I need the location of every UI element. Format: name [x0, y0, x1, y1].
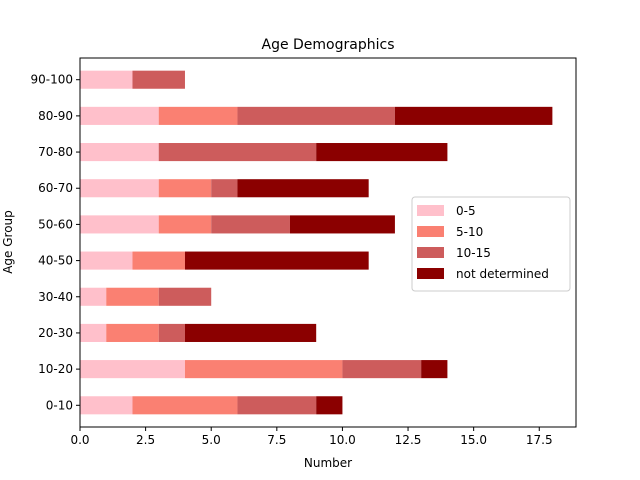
bar-50-60-series-0 [80, 215, 159, 234]
y-tick-label: 20-30 [38, 326, 73, 340]
y-tick-label: 40-50 [38, 254, 73, 268]
x-tick-label: 15.0 [460, 433, 487, 447]
x-tick-label: 7.5 [267, 433, 286, 447]
bar-60-70-series-1 [158, 179, 212, 198]
legend-swatch [417, 247, 444, 258]
bar-0-10-series-3 [316, 396, 343, 415]
bar-60-70-series-2 [211, 179, 238, 198]
plot-frame [79, 57, 577, 428]
bar-20-30-series-1 [106, 323, 159, 342]
x-tick-label: 2.5 [136, 433, 155, 447]
bar-40-50-series-0 [80, 251, 133, 270]
legend-swatch [417, 268, 444, 279]
bar-50-60-series-1 [158, 215, 212, 234]
bar-80-90-series-2 [237, 106, 395, 125]
x-tick-label: 5.0 [202, 433, 221, 447]
legend: 0-5 5-10 10-15 not determined [411, 196, 571, 292]
bar-80-90-series-3 [394, 106, 553, 125]
y-tick-label: 30-40 [38, 290, 73, 304]
y-tick-label: 70-80 [38, 145, 73, 159]
bar-60-70-series-0 [80, 179, 159, 198]
bar-70-80-series-0 [80, 143, 159, 162]
x-axis-label: Number [304, 456, 352, 470]
legend-label: 10-15 [456, 246, 491, 260]
bar-70-80-series-3 [316, 143, 448, 162]
x-tick-label: 17.5 [526, 433, 553, 447]
x-tick-label: 10.0 [329, 433, 356, 447]
bar-0-10-series-0 [80, 396, 133, 415]
y-tick-label: 90-100 [30, 73, 73, 87]
y-tick-label: 60-70 [38, 181, 73, 195]
bar-50-60-series-2 [211, 215, 290, 234]
legend-label: 0-5 [456, 204, 476, 218]
bar-80-90-series-1 [158, 106, 238, 125]
y-tick-label: 10-20 [38, 362, 73, 376]
bar-20-30-series-2 [158, 323, 185, 342]
y-axis-label: Age Group [1, 210, 15, 274]
bar-10-20-series-3 [421, 360, 448, 379]
legend-label: 5-10 [456, 225, 483, 239]
y-tick-label: 0-10 [46, 398, 73, 412]
bar-20-30-series-0 [80, 323, 107, 342]
bar-60-70-series-3 [237, 179, 369, 198]
bar-30-40-series-2 [158, 287, 212, 306]
bar-10-20-series-0 [80, 360, 185, 379]
bar-40-50-series-1 [132, 251, 185, 270]
legend-frame [411, 196, 571, 292]
y-axis: 0-10 10-20 20-30 30-40 40-50 50-60 60-70 70-80 8… [30, 73, 80, 412]
bars-layer [80, 70, 553, 415]
bar-0-10-series-1 [132, 396, 238, 415]
bar-10-20-series-1 [184, 360, 343, 379]
bar-20-30-series-3 [184, 323, 317, 342]
legend-label: not determined [456, 267, 549, 281]
bar-30-40-series-0 [80, 287, 107, 306]
bar-10-20-series-2 [342, 360, 422, 379]
bar-80-90-series-0 [80, 106, 159, 125]
legend-swatch [417, 205, 444, 216]
bar-90-100-series-2 [132, 70, 185, 89]
bar-90-100-series-0 [80, 70, 133, 89]
chart-title: Age Demographics [262, 37, 395, 53]
legend-swatch [417, 226, 444, 237]
x-tick-label: 12.5 [395, 433, 422, 447]
bar-0-10-series-2 [237, 396, 317, 415]
x-axis: 0.0 2.5 5.0 7.5 10.0 12.5 15.0 17.5 [70, 427, 553, 447]
y-tick-label: 80-90 [38, 109, 73, 123]
x-tick-label: 0.0 [70, 433, 89, 447]
bar-70-80-series-2 [158, 143, 317, 162]
bar-40-50-series-3 [184, 251, 369, 270]
y-tick-label: 50-60 [38, 217, 73, 231]
bar-50-60-series-3 [289, 215, 395, 234]
bar-30-40-series-1 [106, 287, 159, 306]
